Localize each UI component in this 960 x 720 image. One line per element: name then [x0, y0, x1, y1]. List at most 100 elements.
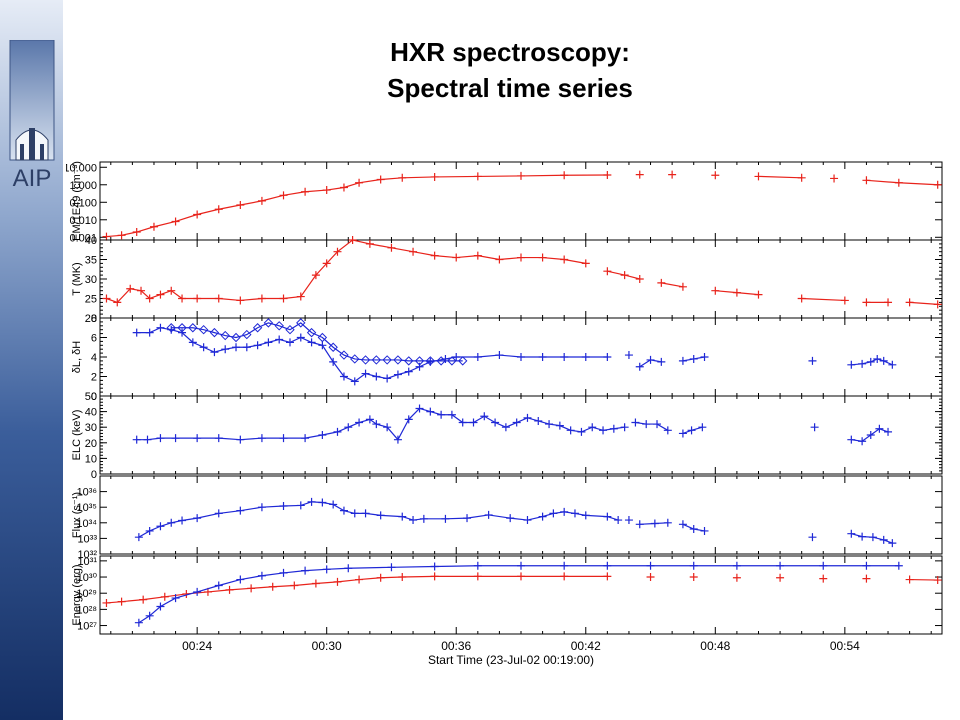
data-point: [810, 423, 819, 432]
data-point: [322, 259, 331, 268]
y-tick-label: 10²⁷: [77, 621, 97, 633]
data-point: [279, 191, 288, 200]
series-line: [106, 239, 938, 305]
data-point: [646, 355, 655, 364]
data-point: [646, 573, 655, 582]
data-point: [858, 437, 867, 446]
data-point: [247, 584, 256, 593]
data-point: [430, 172, 439, 181]
y-tick-label: 20: [85, 313, 97, 325]
data-point: [517, 561, 525, 570]
data-point: [242, 343, 251, 352]
data-point: [884, 298, 893, 307]
data-point: [560, 507, 569, 516]
data-point: [506, 514, 515, 523]
y-tick-label: 10²⁸: [76, 604, 97, 616]
data-point: [333, 427, 342, 436]
data-point: [700, 526, 709, 535]
data-point: [398, 573, 407, 582]
data-point: [214, 581, 223, 590]
y-tick-label: 1.000: [69, 180, 97, 192]
data-point: [156, 522, 165, 531]
data-point: [167, 286, 176, 295]
data-point: [339, 506, 348, 515]
data-point: [581, 353, 590, 361]
data-point: [879, 356, 888, 365]
y-tick-label: 35: [85, 255, 97, 267]
data-point: [447, 356, 457, 366]
data-point: [156, 290, 165, 299]
data-point: [193, 210, 202, 219]
data-point: [376, 573, 385, 582]
data-point: [409, 247, 418, 256]
data-point: [905, 575, 914, 584]
data-point: [452, 253, 461, 262]
title-line-2: Spectral time series: [387, 73, 633, 103]
data-point: [264, 338, 273, 347]
data-point: [301, 566, 310, 575]
series-delta-1: [132, 323, 897, 386]
data-point: [231, 332, 241, 343]
data-point: [588, 423, 597, 432]
data-point: [646, 561, 655, 570]
data-point: [134, 533, 143, 542]
data-point: [137, 286, 146, 295]
data-point: [560, 171, 569, 180]
data-point: [263, 318, 274, 328]
data-point: [888, 539, 897, 548]
data-point: [538, 353, 547, 361]
data-point: [549, 509, 558, 518]
aip-logo: AIP: [9, 40, 55, 190]
data-point: [371, 355, 382, 365]
data-point: [193, 294, 202, 303]
data-point: [296, 292, 305, 301]
data-point: [452, 353, 461, 361]
data-point: [318, 498, 327, 507]
data-point: [862, 176, 871, 185]
data-point: [348, 236, 357, 244]
data-point: [491, 418, 500, 427]
data-point: [711, 171, 720, 180]
y-tick-label: 0.010: [69, 215, 97, 227]
data-point: [517, 572, 525, 581]
data-point: [523, 413, 532, 422]
data-point: [387, 243, 396, 252]
data-point: [307, 338, 316, 347]
data-point: [689, 561, 698, 570]
data-point: [139, 595, 148, 604]
data-point: [178, 294, 187, 303]
y-tick-label: 30: [85, 422, 97, 434]
data-point: [480, 412, 489, 421]
data-point: [404, 415, 413, 424]
data-point: [473, 561, 482, 570]
data-point: [376, 511, 385, 520]
data-point: [178, 328, 187, 337]
data-point: [732, 573, 741, 582]
data-point: [225, 585, 234, 594]
data-point: [603, 512, 612, 521]
data-point: [329, 500, 338, 509]
data-point: [620, 423, 629, 432]
data-point: [894, 561, 903, 570]
data-point: [296, 318, 306, 328]
data-point: [311, 271, 320, 280]
y-tick-label: 10: [85, 453, 97, 465]
data-point: [236, 435, 245, 444]
data-point: [609, 424, 618, 433]
data-point: [306, 327, 317, 338]
data-point: [678, 520, 687, 529]
data-point: [156, 323, 165, 332]
y-tick-label: 10³¹: [77, 556, 97, 568]
data-point: [113, 298, 122, 307]
data-point: [149, 222, 158, 231]
data-point: [426, 357, 435, 366]
data-point: [279, 434, 288, 443]
y-tick-label: 0.001: [69, 232, 97, 244]
data-point: [279, 501, 288, 510]
data-point: [322, 186, 331, 195]
data-point: [603, 171, 612, 180]
data-point: [678, 282, 687, 291]
y-axis-label: δL, δH: [71, 341, 83, 373]
data-point: [252, 323, 263, 333]
data-point: [344, 564, 353, 573]
